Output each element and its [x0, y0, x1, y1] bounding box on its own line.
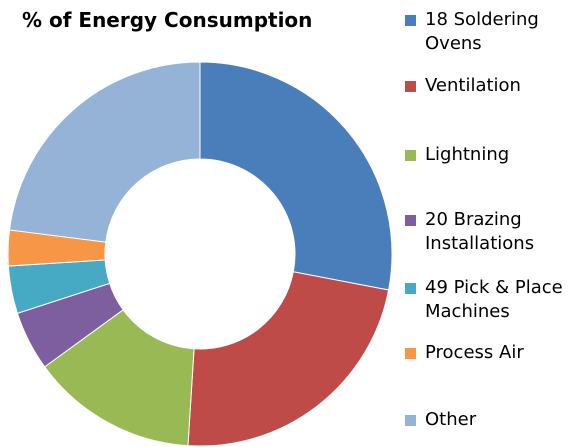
donut	[7, 61, 393, 447]
legend-label: Lightning	[425, 144, 510, 165]
legend-swatch	[405, 15, 416, 26]
legend-item: 18 Soldering Ovens	[405, 8, 570, 56]
donut-segment	[8, 61, 201, 243]
donut-segment	[187, 271, 390, 447]
legend-swatch	[405, 81, 416, 92]
legend-label: Other	[425, 409, 477, 430]
legend-label: 49 Pick & Place Machines	[425, 277, 563, 322]
legend-swatch	[405, 150, 416, 161]
legend-item: 49 Pick & Place Machines	[405, 276, 570, 324]
donut-segment	[199, 61, 393, 291]
legend-swatch	[405, 283, 416, 294]
legend-swatch	[405, 348, 416, 359]
legend-item: Other	[405, 408, 570, 432]
legend-item: Ventilation	[405, 74, 570, 98]
chart-title: % of Energy Consumption	[22, 8, 313, 32]
legend-swatch	[405, 215, 416, 226]
legend-item: Process Air	[405, 341, 570, 365]
legend-label: 20 Brazing Installations	[425, 209, 535, 254]
legend-swatch	[405, 415, 416, 426]
legend-label: Ventilation	[425, 75, 521, 96]
legend-label: 18 Soldering Ovens	[425, 9, 539, 54]
legend-label: Process Air	[425, 342, 524, 363]
legend-item: 20 Brazing Installations	[405, 208, 570, 256]
legend-item: Lightning	[405, 143, 570, 167]
